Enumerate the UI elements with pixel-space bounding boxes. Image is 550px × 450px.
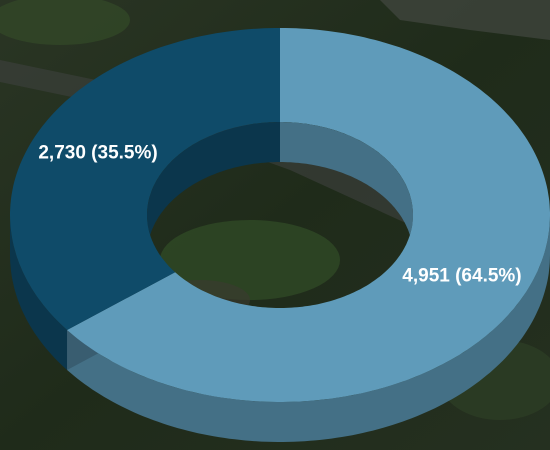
slice xyxy=(10,28,280,330)
data-label: 4,951 (64.5%) xyxy=(402,265,521,286)
data-label: 2,730 (35.5%) xyxy=(38,143,157,164)
outer-wall xyxy=(67,215,550,442)
slice xyxy=(67,28,550,402)
donut: 4,951 (64.5%) 2,730 (35.5%) xyxy=(10,28,550,442)
inner-wall xyxy=(147,122,280,255)
outer-wall xyxy=(10,215,68,370)
inner-wall xyxy=(280,122,413,255)
